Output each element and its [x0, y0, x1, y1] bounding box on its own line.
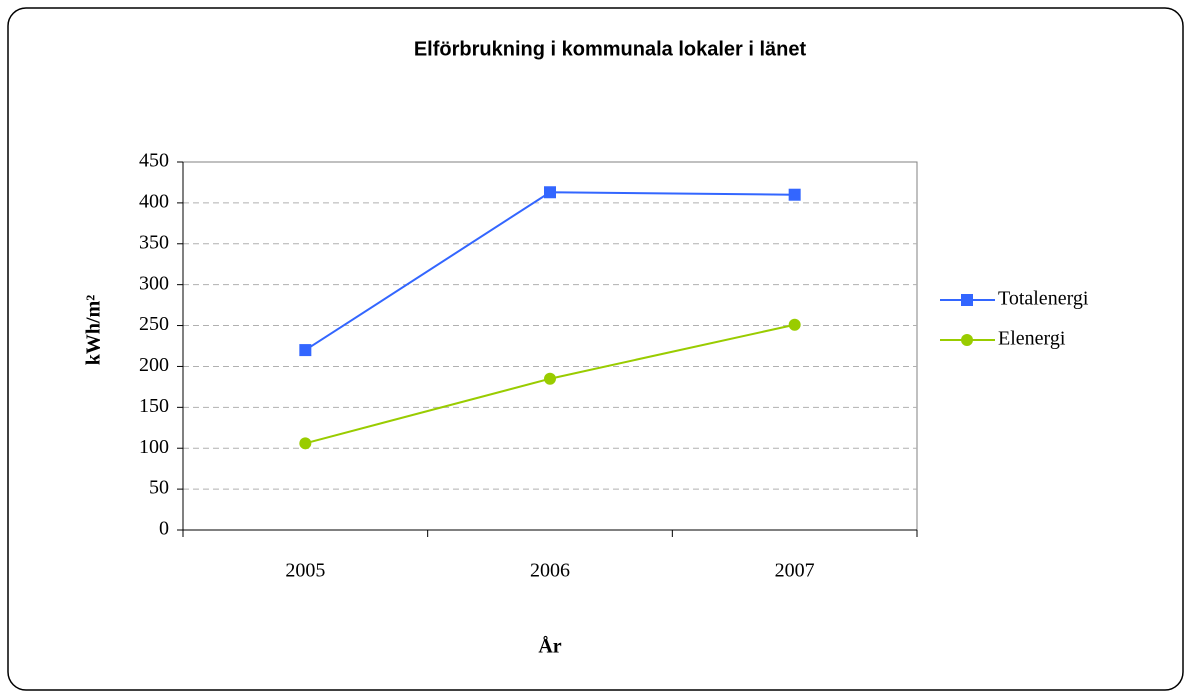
marker: [299, 344, 312, 357]
marker: [544, 372, 556, 385]
x-tick-label: 2006: [530, 560, 570, 582]
y-tick-label: 300: [139, 272, 169, 294]
y-tick-label: 400: [139, 190, 169, 212]
y-tick-label: 200: [139, 354, 169, 376]
marker: [961, 334, 973, 346]
y-axis-label: kWh/m²: [83, 295, 105, 365]
marker: [788, 188, 801, 201]
y-tick-label: 0: [159, 518, 169, 540]
y-tick-label: 50: [149, 477, 169, 499]
y-tick-label: 100: [139, 436, 169, 458]
x-axis-label: År: [538, 635, 561, 658]
y-tick-label: 250: [139, 313, 169, 335]
plot-area: [182, 161, 918, 531]
marker: [299, 437, 312, 450]
marker: [961, 294, 973, 306]
x-tick-label: 2007: [775, 560, 815, 582]
legend-label: Totalenergi: [998, 288, 1089, 310]
marker: [544, 186, 556, 199]
chart-title: Elförbrukning i kommunala lokaler i läne…: [414, 38, 807, 60]
legend-label: Elenergi: [998, 328, 1066, 350]
y-tick-label: 150: [139, 395, 169, 417]
marker: [788, 318, 801, 331]
x-tick-label: 2005: [285, 560, 325, 582]
y-tick-label: 350: [139, 231, 169, 253]
y-tick-label: 450: [139, 150, 169, 172]
